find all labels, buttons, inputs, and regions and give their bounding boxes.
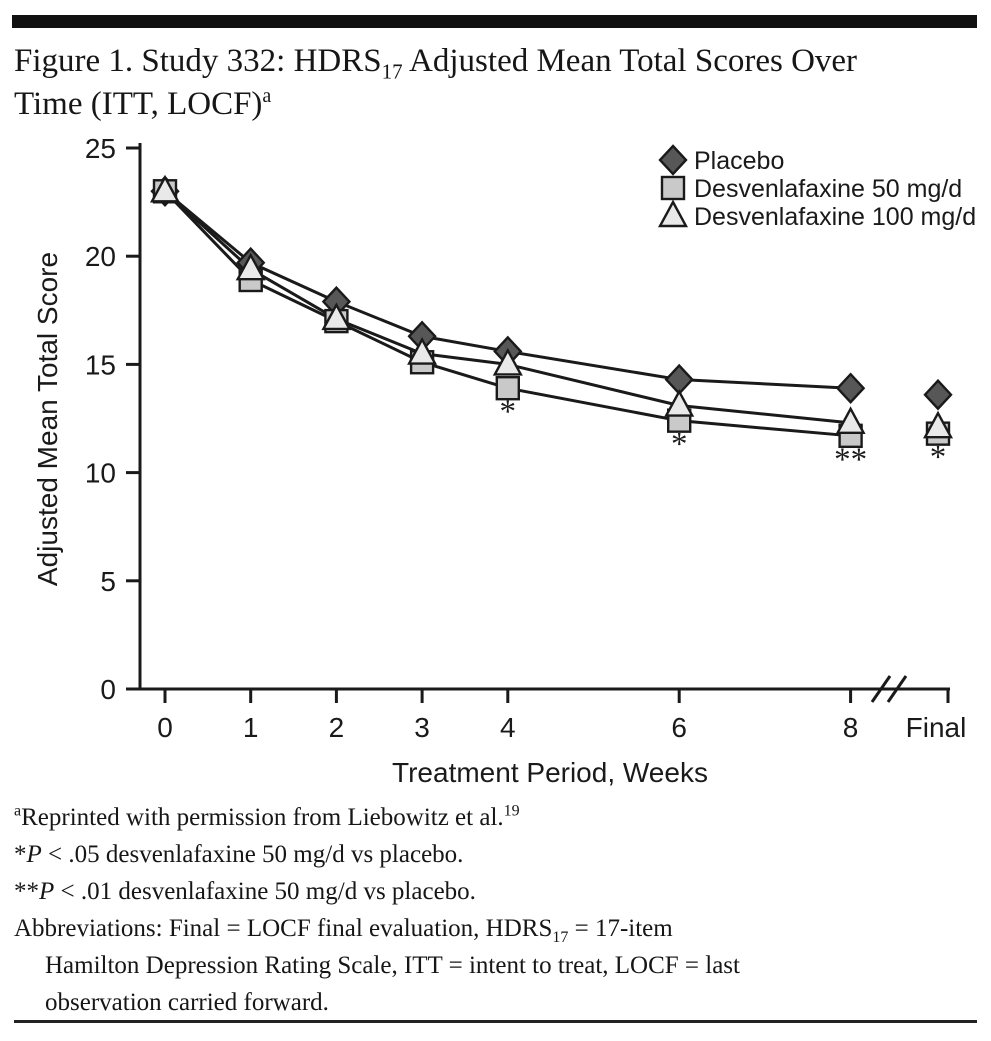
x-tick-label: 8 (843, 712, 859, 743)
axis-break-slash (886, 675, 908, 703)
significance-asterisk: * (671, 427, 688, 463)
y-tick-label: 15 (85, 349, 116, 380)
footnotes: aReprinted with permission from Liebowit… (14, 799, 974, 1021)
footnote-p01: **P < .01 desvenlafaxine 50 mg/d vs plac… (14, 878, 476, 905)
title-subscript: 17 (381, 59, 403, 84)
y-tick-label: 5 (100, 566, 116, 597)
significance-asterisk: * (500, 394, 517, 430)
y-tick-label: 0 (100, 674, 116, 705)
legend-swatch-triangle-marker (657, 199, 689, 228)
x-tick-label: 0 (157, 712, 173, 743)
data-point-triangle-marker (149, 174, 181, 203)
top-rule (12, 15, 977, 28)
legend-swatch-diamond-marker (658, 144, 688, 176)
data-point-triangle-marker (664, 388, 695, 417)
legend-label: Desvenlafaxine 100 mg/d (694, 203, 976, 231)
data-point-triangle-marker (235, 252, 266, 281)
title-line2: Time (ITT, LOCF)a (14, 85, 272, 122)
footnote-a-marker: a (14, 802, 22, 820)
footnote-p05: *P < .05 desvenlafaxine 50 mg/d vs place… (14, 841, 464, 868)
y-tick-label: 10 (85, 458, 116, 489)
title-superscript: a (262, 85, 272, 107)
x-tick-label: 2 (329, 712, 345, 743)
data-point-triangle-marker (321, 302, 352, 331)
axis-break-slash (870, 675, 892, 703)
x-tick-label: 6 (671, 712, 687, 743)
bottom-rule (14, 1020, 977, 1023)
data-point-triangle-marker (492, 347, 523, 376)
y-tick-label: 20 (85, 241, 116, 272)
x-tick-label: 3 (414, 712, 430, 743)
footnote-reprint: aReprinted with permission from Liebowit… (14, 802, 520, 831)
legend-swatch-square-marker (660, 175, 686, 201)
x-axis-title: Treatment Period, Weeks (392, 757, 708, 788)
y-axis-title: Adjusted Mean Total Score (32, 252, 63, 586)
x-tick-label: Final (906, 712, 967, 743)
footnote-abbreviations-line1: Abbreviations: Final = LOCF final evalua… (14, 915, 673, 946)
y-tick-label: 25 (85, 133, 116, 164)
x-tick-label: 1 (243, 712, 259, 743)
data-point-triangle-marker (407, 337, 438, 365)
data-point-triangle-marker (922, 410, 954, 439)
data-point-diamond-marker (835, 372, 866, 404)
hdrs-subscript: 17 (552, 929, 569, 946)
figure-title: Figure 1. Study 332: HDRS17 Adjusted Mea… (14, 40, 979, 126)
significance-asterisk: * (930, 440, 947, 476)
data-point-square-marker (495, 376, 520, 401)
x-tick-label: 4 (500, 712, 516, 743)
data-point-diamond-marker (923, 378, 953, 411)
data-point-triangle-marker (835, 406, 866, 435)
footnote-abbreviations-line3: observation carried forward. (45, 989, 329, 1016)
title-line1: Figure 1. Study 332: HDRS17 Adjusted Mea… (14, 43, 858, 84)
footnote-abbreviations-line2: Hamilton Depression Rating Scale, ITT = … (45, 952, 740, 979)
reference-number: 19 (503, 802, 520, 820)
significance-asterisk: ** (834, 442, 867, 478)
legend-label: Placebo (694, 147, 784, 175)
legend-label: Desvenlafaxine 50 mg/d (694, 175, 962, 203)
